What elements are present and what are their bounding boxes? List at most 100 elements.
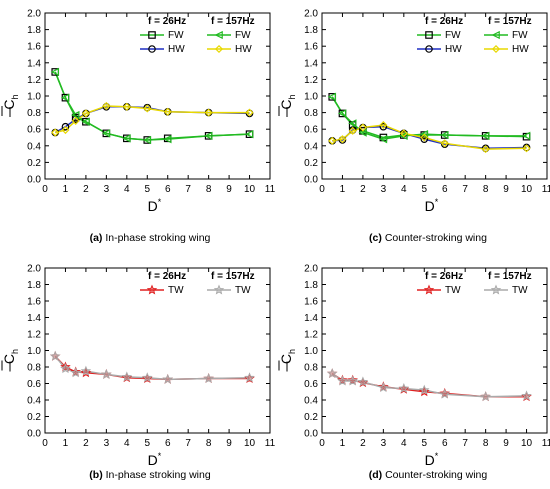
- y-tick-label: 0.8: [27, 363, 41, 374]
- legend-header-left: f = 26Hz: [148, 16, 186, 27]
- legend-label: HW: [445, 44, 462, 55]
- series-point-c-2: [348, 119, 357, 128]
- y-axis-label-text: Ch: [278, 349, 297, 364]
- panel-b: 0.0 0.2 0.4 0.6 0.8 1.0 1.2 1.4 1.6 1.8 2.0 0 1 2 3 4 5 6…: [1, 264, 276, 482]
- legend-header-left: f = 26Hz: [425, 16, 463, 27]
- legend-marker: [425, 45, 433, 53]
- x-tick-label: 0: [319, 184, 325, 195]
- x-tick-label: 0: [319, 438, 325, 449]
- y-tick-label: 0.6: [27, 379, 41, 390]
- y-tick-label: 1.2: [27, 330, 41, 341]
- series-line-d-1: [331, 372, 527, 398]
- x-tick-label: 6: [442, 438, 448, 449]
- series-point-a-3: [163, 107, 172, 116]
- x-tick-label: 10: [521, 184, 533, 195]
- y-tick-label: 0.2: [304, 158, 318, 169]
- x-tick-label: 10: [244, 184, 256, 195]
- series-point-b-1: [203, 373, 214, 384]
- series-point-b-1: [60, 363, 71, 374]
- series-point-c-3: [379, 121, 388, 130]
- y-tick-label: 1.2: [304, 75, 318, 86]
- x-tick-label: 5: [144, 438, 150, 449]
- y-tick-label: 0.2: [304, 412, 318, 423]
- series-point-d-1: [419, 384, 430, 395]
- series-point-c-2: [327, 92, 337, 102]
- legend-label: HW: [235, 44, 252, 55]
- y-tick-label: 0.2: [27, 412, 41, 423]
- y-tick-label: 0.0: [27, 429, 41, 440]
- series-point-c-2: [337, 109, 347, 118]
- y-tick-label: 0.4: [304, 141, 318, 152]
- series-line-c-3: [332, 124, 527, 150]
- y-tick-label: 0.4: [27, 396, 41, 407]
- y-tick-label: 1.6: [304, 42, 318, 53]
- series-line-c-2: [331, 96, 527, 140]
- series-line-b-1: [54, 355, 250, 381]
- series-point-c-2: [440, 130, 449, 140]
- x-tick-label: 2: [360, 438, 366, 449]
- series-point-c-3: [338, 135, 347, 144]
- legend-label: FW: [445, 30, 461, 41]
- x-tick-label: 5: [421, 438, 427, 449]
- series-point-c-2: [522, 131, 531, 141]
- series-point-d-1: [337, 375, 348, 386]
- x-axis-label: D*: [148, 451, 162, 468]
- series-point-c-2: [481, 131, 490, 141]
- x-tick-label: 8: [483, 438, 489, 449]
- y-tick-label: 0.0: [304, 175, 318, 186]
- series-point-b-1: [162, 373, 173, 384]
- x-tick-label: 7: [185, 438, 191, 449]
- y-tick-label: 0.6: [27, 125, 41, 136]
- x-tick-label: 1: [340, 184, 346, 195]
- series-point-a-2: [245, 130, 254, 139]
- legend-marker: [491, 30, 500, 40]
- legend-header-right: f = 157Hz: [488, 16, 532, 27]
- y-tick-label: 1.6: [27, 42, 41, 53]
- y-tick-label: 0.8: [304, 108, 318, 119]
- panel-a: 0.0 0.2 0.4 0.6 0.8 1.0 1.2 1.4 1.6 1.8 2.0 0 1 2 3 4 5 6…: [1, 9, 276, 245]
- series-point-a-2: [204, 131, 213, 141]
- series-point-a-3: [204, 108, 213, 117]
- x-tick-label: 11: [265, 184, 276, 195]
- y-tick-label: 1.6: [27, 297, 41, 308]
- x-tick-label: 3: [104, 438, 110, 449]
- series-point-c-2: [399, 131, 408, 141]
- x-tick-label: 4: [124, 438, 130, 449]
- series-point-a-3: [102, 101, 111, 111]
- legend-header-left: f = 26Hz: [148, 271, 186, 282]
- series-point-a-3: [61, 125, 70, 135]
- y-axis-label-text: Ch: [1, 349, 20, 364]
- series-point-a-2: [163, 134, 172, 144]
- x-tick-label: 9: [503, 184, 509, 195]
- series-point-c-3: [522, 144, 531, 153]
- x-tick-label: 0: [42, 438, 48, 449]
- x-tick-label: 8: [206, 438, 212, 449]
- x-tick-label: 2: [83, 184, 89, 195]
- y-tick-label: 2.0: [27, 9, 41, 20]
- series-point-a-3: [81, 109, 90, 118]
- legend-marker: [146, 284, 158, 295]
- y-tick-label: 1.0: [27, 346, 41, 357]
- x-tick-label: 6: [165, 438, 171, 449]
- y-tick-label: 2.0: [304, 264, 318, 275]
- series-point-d-1: [357, 376, 369, 387]
- panel-caption: (b) In-phase stroking wing: [89, 469, 211, 481]
- panel-caption: (a) In-phase stroking wing: [90, 232, 211, 244]
- y-axis-label: Ch: [1, 349, 20, 372]
- x-tick-label: 11: [542, 184, 550, 195]
- series-point-d-1: [378, 382, 389, 393]
- series-point-c-3: [399, 129, 408, 138]
- legend-marker: [148, 31, 156, 39]
- y-tick-label: 0.8: [27, 108, 41, 119]
- x-tick-label: 7: [462, 438, 468, 449]
- series-point-c-2: [419, 130, 429, 139]
- series-point-c-3: [348, 126, 357, 135]
- series-point-a-2: [71, 110, 80, 120]
- panel-c: 0.0 0.2 0.4 0.6 0.8 1.0 1.2 1.4 1.6 1.8 2.0 0 1 2 3 4 5 6…: [278, 9, 550, 245]
- series-point-d-1: [521, 390, 532, 401]
- y-tick-label: 0.6: [304, 379, 318, 390]
- x-tick-label: 4: [401, 438, 407, 449]
- y-tick-label: 1.8: [304, 280, 318, 291]
- series-line-a-0: [54, 71, 250, 141]
- x-tick-label: 7: [185, 184, 191, 195]
